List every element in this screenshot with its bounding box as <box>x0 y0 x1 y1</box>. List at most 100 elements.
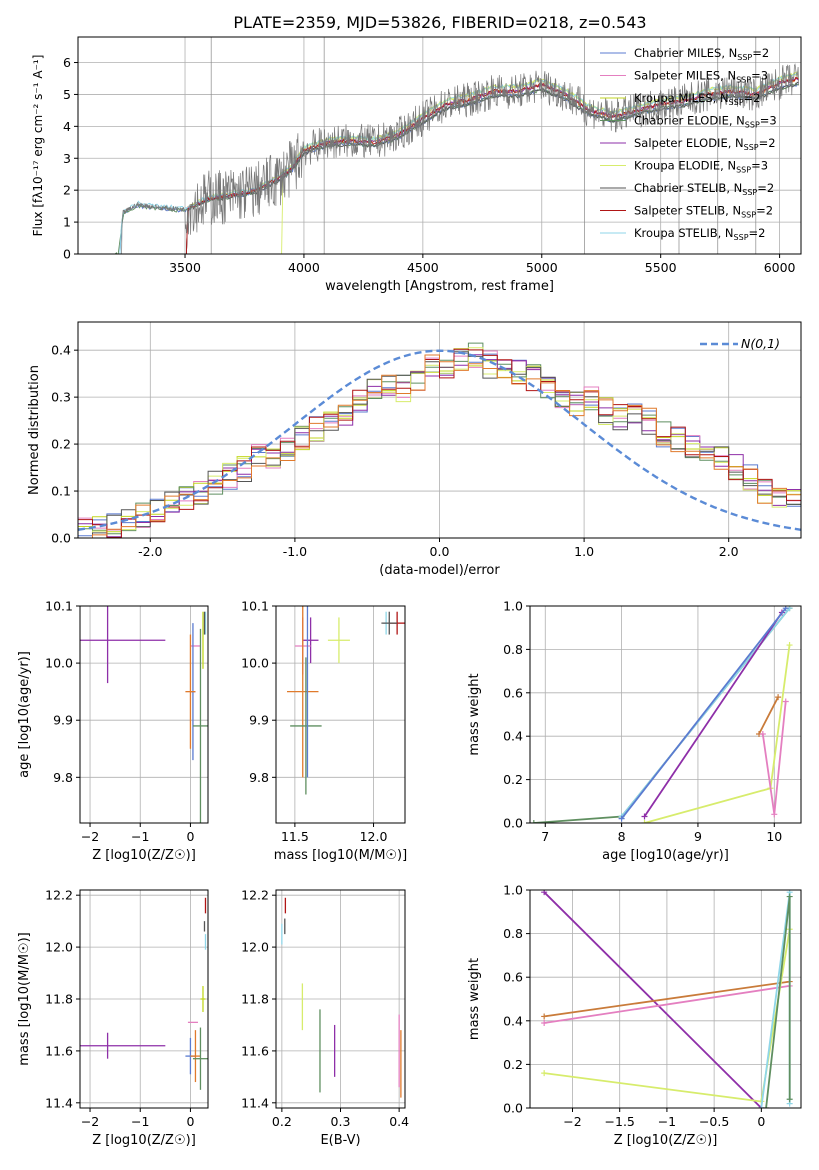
y-tick-label: 10.0 <box>45 656 73 671</box>
y-tick-label: 0.8 <box>503 642 523 657</box>
x-tick-label: 0 <box>186 1114 194 1129</box>
mass-vs-metallicity-panel: −2 −1 0 11.4 11.6 11.8 12.0 12.2 Z [log10(Z/Z☉)]… <box>17 888 209 1148</box>
x-axis-label: Z [log10(Z/Z☉)] <box>614 1133 718 1148</box>
weight-marker <box>786 642 793 649</box>
y-tick-label: 1 <box>63 215 71 230</box>
age-vs-metallicity-panel: −2 −1 0 9.8 9.9 10.0 10.1 Z [log10(Z/Z☉)] age [l… <box>17 599 209 863</box>
residuals-panel: -2.0 -1.0 0.0 1.0 2.0 0.0 0.1 0.2 0.3 0.4 (data-mo… <box>27 321 802 578</box>
plot-area <box>541 890 793 1108</box>
weight-vs-metallicity-panel: −2 −1.5 −1 −0.5 0 0.0 0.2 0.4 0.6 0.8 1.0 Z [log10(… <box>467 883 802 1148</box>
legend-entry: Kroupa ELODIE, NSSP=3 <box>634 159 768 175</box>
y-tick-label: 11.6 <box>241 1043 269 1058</box>
y-tick-label: 4 <box>63 119 71 134</box>
x-tick-label: 10 <box>766 829 782 844</box>
y-tick-label: 0.1 <box>51 484 71 499</box>
x-tick-label: −1.5 <box>605 1114 635 1129</box>
weight-marker <box>782 698 789 705</box>
x-tick-label: 5500 <box>645 260 677 275</box>
y-tick-label: 12.0 <box>241 940 269 955</box>
y-tick-label: 10.1 <box>241 599 269 614</box>
plot-area <box>78 342 801 538</box>
weight-line <box>544 985 790 1024</box>
y-tick-label: 0.6 <box>503 970 523 985</box>
x-tick-label: 0 <box>186 829 194 844</box>
legend-entry: N(0,1) <box>741 336 780 351</box>
y-axis-label: Normed distribution <box>27 365 42 495</box>
x-axis-label: age [log10(age/yr)] <box>602 848 729 863</box>
x-axis-label: wavelength [Angstrom, rest frame] <box>325 279 554 294</box>
x-tick-label: −1 <box>131 1114 149 1129</box>
weight-vs-age-panel: 7 8 9 10 0.0 0.2 0.4 0.6 0.8 1.0 age [log10(age/yr… <box>467 599 802 863</box>
plot-area <box>80 606 208 823</box>
y-tick-label: 9.8 <box>249 770 269 785</box>
y-axis-label: mass weight <box>467 958 482 1040</box>
spectrum-panel: 3500 4000 4500 5000 5500 6000 0 1 2 3 4 5 6 wavelengt… <box>31 36 802 294</box>
x-tick-label: −0.5 <box>699 1114 729 1129</box>
residual-histogram <box>78 348 801 538</box>
y-tick-label: 1.0 <box>503 883 523 898</box>
x-tick-label: 4000 <box>288 260 320 275</box>
axes-frame <box>529 605 802 824</box>
y-tick-label: 12.2 <box>45 888 73 903</box>
x-axis-label: E(B-V) <box>320 1133 360 1148</box>
weight-marker <box>771 811 778 818</box>
x-tick-label: 0.4 <box>389 1114 409 1129</box>
y-tick-label: 6 <box>63 55 71 70</box>
legend-entry: Salpeter STELIB, NSSP=2 <box>634 204 773 220</box>
x-tick-label: −1 <box>658 1114 676 1129</box>
x-tick-label: 8 <box>618 829 626 844</box>
x-tick-label: 12.0 <box>360 829 388 844</box>
x-tick-label: 0.3 <box>331 1114 351 1129</box>
y-tick-label: 0.3 <box>51 390 71 405</box>
y-tick-label: 0.2 <box>503 1057 523 1072</box>
y-tick-label: 0 <box>63 247 71 262</box>
x-tick-label: −2 <box>81 829 99 844</box>
weight-marker <box>541 1070 548 1077</box>
gaussian-reference-line <box>78 349 801 531</box>
y-tick-label: 0.6 <box>503 685 523 700</box>
x-tick-label: -1.0 <box>283 544 307 559</box>
x-axis-label: (data-model)/error <box>379 563 500 578</box>
y-tick-label: 11.8 <box>241 992 269 1007</box>
weight-line <box>758 696 779 735</box>
y-axis-label: mass weight <box>467 673 482 755</box>
x-tick-label: 0.0 <box>430 544 450 559</box>
y-tick-label: 0.4 <box>51 343 71 358</box>
y-tick-label: 0.2 <box>503 772 523 787</box>
weight-line <box>765 896 791 1108</box>
legend-entry: Salpeter MILES, NSSP=3 <box>634 69 768 85</box>
x-axis-label: Z [log10(Z/Z☉)] <box>92 848 196 863</box>
x-tick-label: 4500 <box>407 260 439 275</box>
y-tick-label: 9.8 <box>53 770 73 785</box>
y-tick-label: 0.4 <box>503 729 523 744</box>
weight-marker <box>530 820 537 823</box>
y-tick-label: 0.2 <box>51 437 71 452</box>
weight-marker <box>541 1019 548 1026</box>
y-axis-label: age [log10(age/yr)] <box>17 651 32 778</box>
x-tick-label: -2.0 <box>138 544 162 559</box>
residual-histogram <box>78 354 801 538</box>
legend-entry: Chabrier STELIB, NSSP=2 <box>634 181 774 197</box>
plot-area <box>80 897 208 1090</box>
weight-line <box>760 892 791 1108</box>
y-tick-label: 5 <box>63 87 71 102</box>
plot-area <box>113 37 799 254</box>
axes-frame <box>77 36 802 255</box>
weight-marker <box>641 820 648 823</box>
y-tick-label: 0.0 <box>503 816 523 831</box>
weight-marker <box>618 815 625 822</box>
y-tick-label: 11.4 <box>45 1095 73 1110</box>
weight-marker <box>786 1096 793 1103</box>
figure-title: PLATE=2359, MJD=53826, FIBERID=0218, z=0… <box>233 13 646 32</box>
weight-marker <box>541 1013 548 1020</box>
x-tick-label: 2.0 <box>719 544 739 559</box>
weight-marker <box>775 694 782 701</box>
weight-line <box>643 611 783 818</box>
weight-marker <box>759 731 766 738</box>
y-tick-label: 12.0 <box>45 940 73 955</box>
axes-frame <box>529 889 802 1109</box>
y-tick-label: 9.9 <box>53 713 73 728</box>
x-tick-label: −1 <box>131 829 149 844</box>
model-spectrum-line <box>185 76 799 254</box>
x-tick-label: 3500 <box>169 260 201 275</box>
